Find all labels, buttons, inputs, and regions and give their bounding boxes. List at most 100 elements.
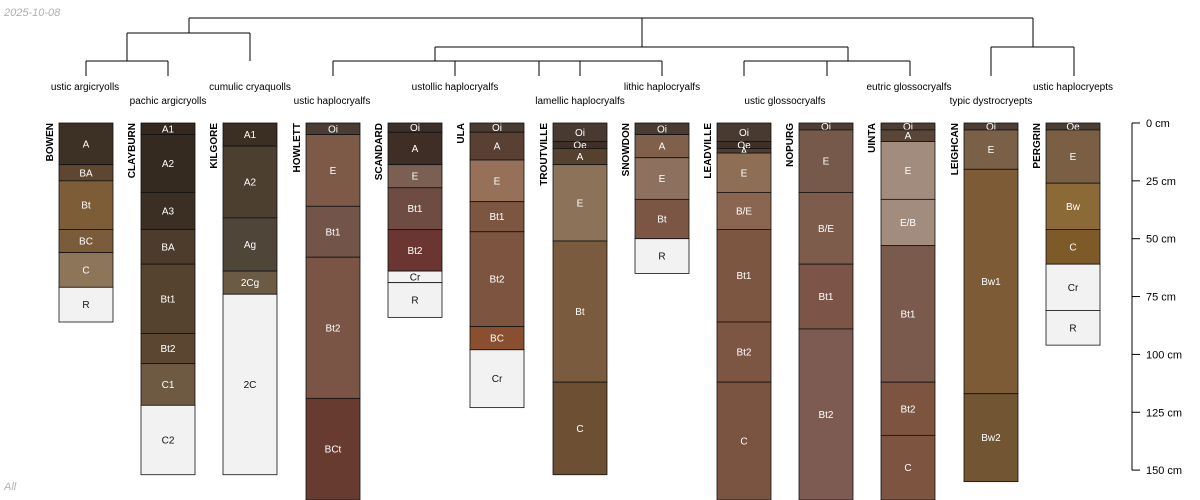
- profile-name: BOWEN: [45, 123, 56, 161]
- horizon-label: R: [658, 252, 665, 263]
- horizon-label: C: [904, 463, 911, 474]
- horizon-rect: [880, 434, 936, 500]
- horizon-label: E: [1070, 152, 1077, 163]
- horizon-label: Bw: [1066, 202, 1081, 213]
- profile-name: TROUTVILLE: [539, 123, 550, 186]
- profiles: A BA Bt BC C R BOWEN A1 A2 A3 BA Bt1 Bt2 C1 C2 CLAYBURN…: [45, 122, 1101, 500]
- axis-tick-label: 100 cm: [1146, 349, 1182, 361]
- axis-tick-label: 125 cm: [1146, 407, 1182, 419]
- horizon-label: A2: [162, 159, 175, 170]
- horizon-rect: [387, 229, 443, 272]
- horizon-rect: [1045, 263, 1101, 311]
- horizon-rect: [798, 328, 854, 500]
- horizon-label: Oi: [657, 124, 667, 135]
- horizon-rect: [1045, 229, 1101, 265]
- horizon-label: Bt2: [818, 410, 833, 421]
- taxa-label: typic dystrocryepts: [950, 96, 1033, 107]
- profile-uinta: OiA E E/B Bt1 Bt2 C UINTA: [867, 122, 936, 500]
- profile-snowdon: Oi A E Bt R SNOWDON: [621, 122, 690, 274]
- horizon-label: Bt1: [818, 292, 833, 303]
- horizon-label: Oi: [410, 123, 420, 134]
- horizon-label: BA: [161, 242, 175, 253]
- profile-pergrin: Oe E Bw C Cr R PERGRIN: [1032, 122, 1101, 346]
- profile-name: SCANDARD: [374, 123, 385, 180]
- horizon-rect: [552, 240, 608, 383]
- horizon-label: 2Cg: [241, 278, 259, 289]
- profile-kilgore: A1 A2 Ag 2Cg 2C KILGORE: [209, 122, 278, 476]
- dendrogram: [85, 17, 1075, 76]
- profile-name: LEIGHCAN: [950, 123, 961, 175]
- horizon-rect: [58, 286, 114, 323]
- horizon-rect: [140, 363, 196, 406]
- horizon-rect: [140, 404, 196, 476]
- horizon-rect: [963, 168, 1019, 395]
- horizon-label: Oi: [821, 122, 831, 133]
- taxa-label: pachic argicryolls: [130, 96, 207, 107]
- horizon-rect: [880, 381, 936, 436]
- horizon-label: B/E: [736, 206, 752, 217]
- horizon-label: Bt1: [736, 271, 751, 282]
- axis-tick-label: 150 cm: [1146, 465, 1182, 477]
- horizon-rect: [716, 381, 772, 500]
- horizon-rect: [716, 192, 772, 230]
- horizon-label: A: [412, 144, 419, 155]
- horizon-rect: [305, 256, 361, 399]
- profile-name: NOPURG: [785, 123, 796, 167]
- horizon-rect: [387, 282, 443, 318]
- taxa-label: ustic haplocryepts: [1033, 82, 1113, 93]
- profile-name: UINTA: [867, 123, 878, 153]
- profile-name: KILGORE: [209, 123, 220, 169]
- horizon-rect: [798, 129, 854, 193]
- horizon-label: Bt2: [160, 344, 175, 355]
- horizon-label: C2: [162, 436, 175, 447]
- horizon-label: Oi: [739, 128, 749, 139]
- taxa-label: ustic argicryolls: [51, 82, 119, 93]
- horizon-label: BA: [79, 168, 93, 179]
- horizon-label: R: [411, 296, 418, 307]
- horizon-label: Bt1: [160, 294, 175, 305]
- profile-clayburn: A1 A2 A3 BA Bt1 Bt2 C1 C2 CLAYBURN: [127, 122, 196, 476]
- horizon-rect: [222, 217, 278, 272]
- horizon-rect: [634, 157, 690, 200]
- horizon-rect: [58, 252, 114, 288]
- horizon-rect: [798, 263, 854, 330]
- horizon-label: Bw2: [981, 433, 1001, 444]
- horizon-label: E: [659, 174, 666, 185]
- profile-nopurg: Oi E B/E Bt1 Bt2 NOPURG: [785, 122, 854, 500]
- horizon-rect: [1045, 310, 1101, 346]
- horizon-label: E: [577, 198, 584, 209]
- profile-name: PERGRIN: [1032, 123, 1043, 169]
- horizon-label: C: [576, 424, 583, 435]
- horizon-label: Oi: [492, 123, 502, 134]
- horizon-rect: [469, 131, 525, 161]
- horizon-label: Cr: [410, 272, 421, 283]
- horizon-label: 2C: [244, 380, 257, 391]
- horizon-rect: [469, 201, 525, 233]
- horizon-label: A2: [244, 178, 257, 189]
- horizon-label: Oi: [328, 124, 338, 135]
- horizon-rect: [140, 333, 196, 365]
- profile-ula: Oi A E Bt1 Bt2 BC Cr ULA: [456, 122, 525, 409]
- horizon-label: C: [82, 265, 89, 276]
- horizon-label: Bt1: [489, 212, 504, 223]
- horizon-label: A: [741, 146, 748, 157]
- horizon-rect: [469, 349, 525, 409]
- horizon-label: Bt2: [900, 404, 915, 415]
- horizon-label: A: [494, 142, 501, 153]
- horizon-label: Bt: [81, 201, 91, 212]
- horizon-label: C1: [162, 380, 175, 391]
- horizon-label: C: [740, 437, 747, 448]
- profile-leighcan: Oi E Bw1 Bw2 LEIGHCAN: [950, 122, 1019, 483]
- horizon-label: A: [659, 142, 666, 153]
- profile-name: CLAYBURN: [127, 123, 138, 178]
- horizon-rect: [963, 393, 1019, 483]
- horizon-rect: [634, 238, 690, 274]
- axis-tick-label: 50 cm: [1146, 234, 1176, 246]
- horizon-label: E: [988, 145, 995, 156]
- horizon-rect: [716, 229, 772, 323]
- taxa-label: lithic haplocryalfs: [624, 82, 700, 93]
- footer-label: All: [4, 481, 17, 493]
- horizon-label: Cr: [492, 374, 503, 385]
